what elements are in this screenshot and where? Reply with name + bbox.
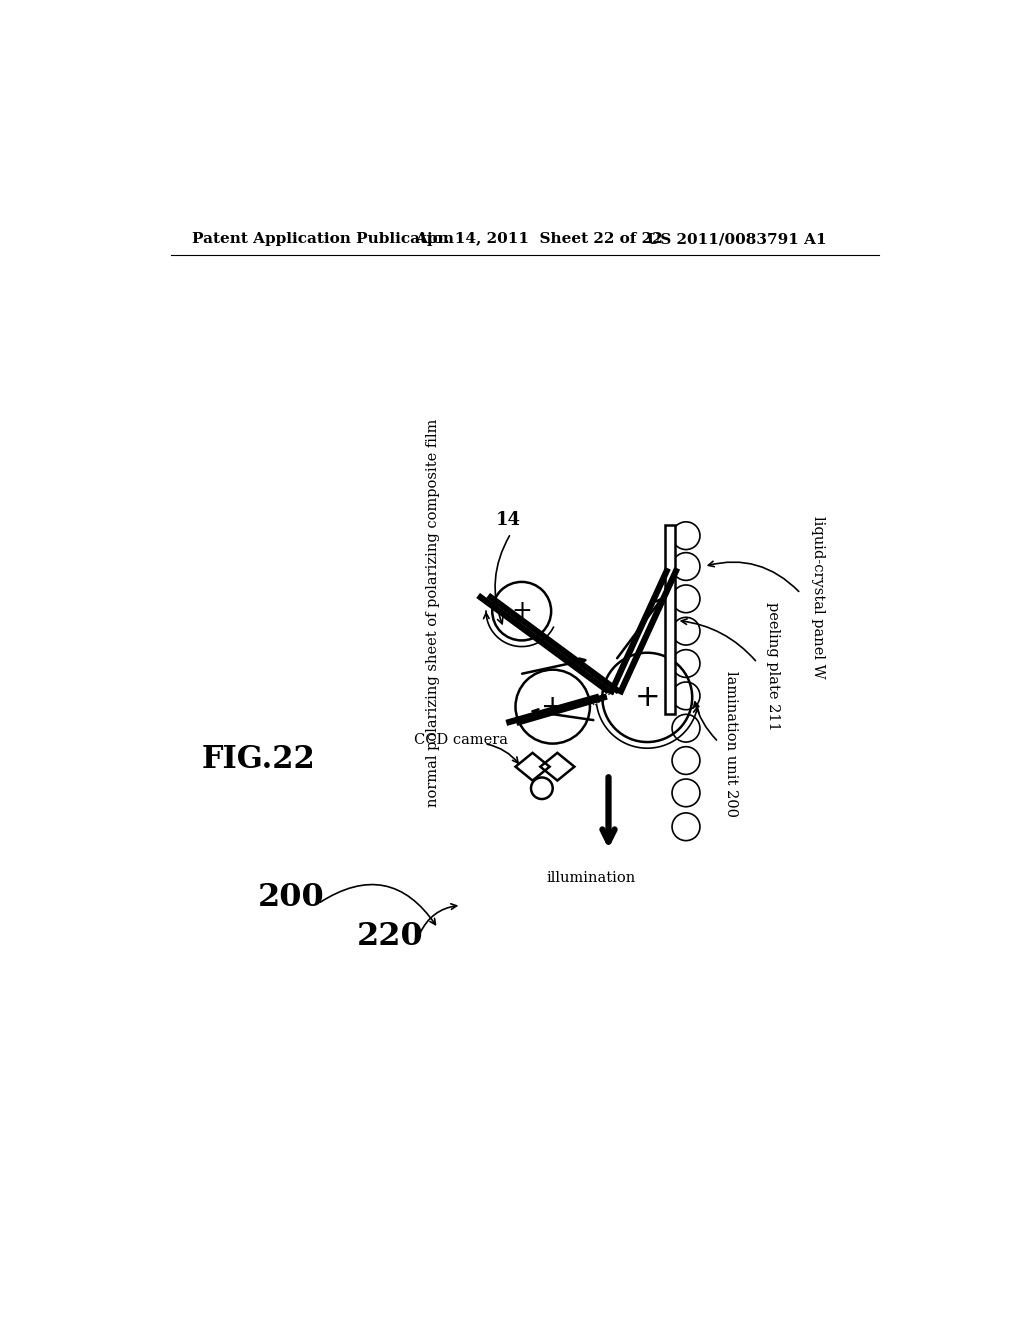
Text: 200: 200 — [257, 882, 325, 913]
Text: 14: 14 — [496, 511, 520, 529]
Text: 220: 220 — [356, 920, 423, 952]
Text: illumination: illumination — [547, 871, 636, 886]
Text: FIG.22: FIG.22 — [202, 743, 315, 775]
Text: +: + — [635, 682, 660, 711]
Text: CCD camera: CCD camera — [415, 733, 508, 747]
Text: normal polarizing sheet of polarizing composite film: normal polarizing sheet of polarizing co… — [426, 418, 439, 807]
Text: lamination unit 200: lamination unit 200 — [724, 671, 738, 817]
Bar — [665, 525, 675, 714]
Text: Patent Application Publication: Patent Application Publication — [191, 232, 454, 247]
Text: US 2011/0083791 A1: US 2011/0083791 A1 — [647, 232, 826, 247]
Text: Apr. 14, 2011  Sheet 22 of 22: Apr. 14, 2011 Sheet 22 of 22 — [415, 232, 663, 247]
Text: peeling plate 211: peeling plate 211 — [766, 602, 780, 731]
Text: +: + — [511, 599, 532, 623]
Text: +: + — [541, 693, 564, 721]
Text: liquid-crystal panel W: liquid-crystal panel W — [811, 516, 824, 678]
